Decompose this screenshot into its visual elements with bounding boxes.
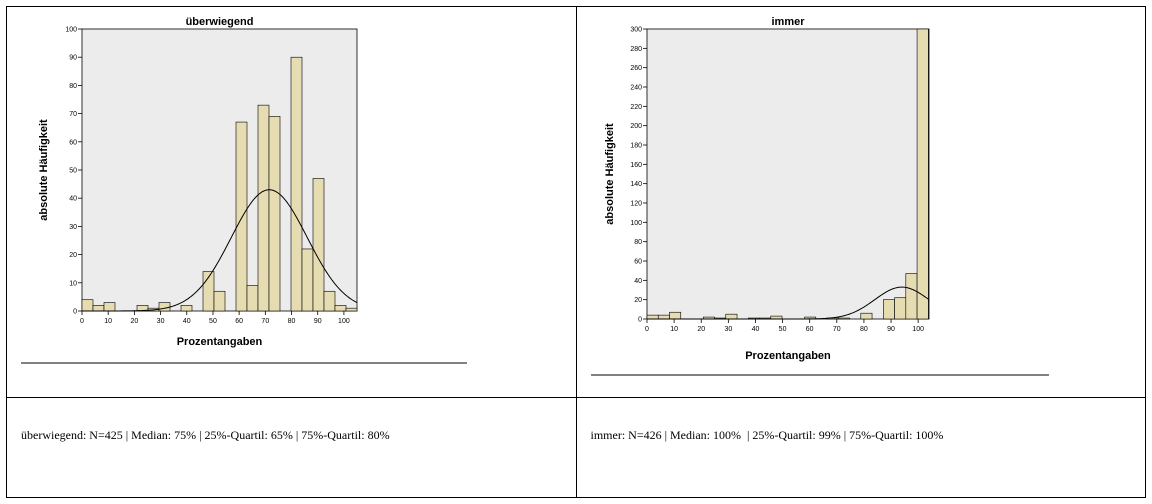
- histogram-bar: [103, 302, 116, 312]
- x-tick-label: 70: [832, 326, 840, 333]
- y-tick-label: 20: [634, 297, 642, 304]
- y-tick-label: 60: [634, 259, 642, 266]
- histogram-bar: [916, 28, 929, 320]
- y-tick-label: 20: [69, 252, 77, 259]
- caption-right: immer: N=426 | Median: 100% | 25%-Quarti…: [590, 427, 944, 442]
- y-tick-label: 140: [630, 181, 642, 188]
- x-tick-label: 0: [645, 326, 649, 333]
- x-tick-label: 100: [338, 318, 350, 325]
- histogram-bar: [92, 305, 105, 312]
- x-tick-label: 10: [670, 326, 678, 333]
- histogram-bar: [180, 305, 193, 312]
- y-tick-label: 40: [69, 196, 77, 203]
- x-tick-label: 0: [80, 318, 84, 325]
- histogram-bar: [345, 307, 358, 312]
- histogram-bar: [268, 116, 281, 312]
- y-axis-label: absolute Häufigkeit: [604, 123, 616, 225]
- chart-cell-right: immer 0 20 40 60 80 100 120 140 160 180 200 220 240 26…: [575, 6, 1146, 398]
- x-tick-label: 30: [724, 326, 732, 333]
- y-tick-label: 100: [65, 27, 77, 34]
- histogram-immer: immer02040608010012014016018020022024026…: [590, 16, 1049, 376]
- y-tick-label: 100: [630, 220, 642, 227]
- y-tick-label: 0: [638, 317, 642, 324]
- histogram-bar: [301, 248, 314, 312]
- chart-title: immer: [771, 16, 805, 28]
- histogram-bar: [334, 305, 347, 312]
- y-tick-label: 90: [69, 55, 77, 62]
- x-tick-label: 30: [157, 318, 165, 325]
- chart-cell-left: überwiegend 0 10 20 30 40 50 60 70 80 90 100 0 10 20 30…: [6, 6, 577, 398]
- y-tick-label: 0: [73, 309, 77, 316]
- y-tick-label: 80: [69, 83, 77, 90]
- chart-title: überwiegend: [186, 16, 254, 28]
- x-tick-label: 50: [209, 318, 217, 325]
- y-tick-label: 70: [69, 111, 77, 118]
- histogram-bar: [668, 311, 681, 320]
- histogram-bar: [905, 273, 917, 320]
- histogram-bar: [323, 290, 336, 312]
- histogram-bar: [882, 299, 895, 320]
- plot-area: [646, 28, 929, 320]
- y-tick-label: 240: [630, 85, 642, 92]
- y-tick-label: 50: [69, 168, 77, 175]
- normal-curve: [646, 286, 929, 320]
- x-tick-label: 90: [887, 326, 895, 333]
- y-tick-label: 260: [630, 65, 642, 72]
- x-tick-label: 40: [751, 326, 759, 333]
- histogram-bar: [657, 314, 670, 320]
- x-tick-label: 10: [104, 318, 112, 325]
- x-tick-label: 20: [130, 318, 138, 325]
- y-tick-label: 180: [630, 143, 642, 150]
- y-tick-label: 10: [69, 280, 77, 287]
- histogram-bar: [246, 285, 259, 312]
- x-tick-label: 60: [805, 326, 813, 333]
- layout-table: überwiegend 0 10 20 30 40 50 60 70 80 90 100 0 10 20 30…: [6, 6, 1146, 499]
- histogram-bar: [646, 314, 659, 320]
- histogram-bar: [893, 297, 906, 320]
- y-tick-label: 80: [634, 239, 642, 246]
- x-tick-label: 70: [261, 318, 269, 325]
- histogram-bar: [312, 178, 325, 312]
- histogram-bar: [235, 121, 248, 312]
- histogram-bar: [860, 312, 872, 320]
- histogram-bar: [290, 56, 303, 312]
- x-axis-label: Prozentangaben: [177, 336, 263, 348]
- caption-cell-right: immer: N=426 | Median: 100% | 25%-Quarti…: [575, 396, 1146, 499]
- histogram-bar: [257, 104, 270, 312]
- histogram-bar: [81, 299, 94, 312]
- y-tick-label: 40: [634, 278, 642, 285]
- x-tick-label: 50: [778, 326, 786, 333]
- y-tick-label: 300: [630, 27, 642, 34]
- histogram-ueberwiegend: überwiegend 0 10 20 30 40 50 60 70 80 90 100 0 10 20 30…: [21, 16, 467, 364]
- histogram-bar: [158, 302, 171, 312]
- y-tick-label: 120: [630, 201, 642, 208]
- x-axis-label: Prozentangaben: [745, 350, 831, 362]
- caption-cell-left: überwiegend: N=425 | Median: 75% | 25%-Q…: [6, 396, 577, 499]
- x-tick-label: 100: [912, 326, 924, 333]
- normal-curve: [82, 189, 358, 312]
- x-tick-label: 60: [235, 318, 243, 325]
- histogram-bar: [837, 317, 850, 320]
- y-tick-label: 200: [630, 123, 642, 130]
- y-tick-label: 30: [69, 224, 77, 231]
- y-tick-label: 220: [630, 104, 642, 111]
- x-tick-label: 40: [183, 318, 191, 325]
- x-tick-label: 20: [697, 326, 705, 333]
- histogram-bar: [724, 313, 737, 320]
- caption-left: überwiegend: N=425 | Median: 75% | 25%-Q…: [21, 427, 390, 442]
- histogram-bar: [213, 290, 226, 312]
- x-tick-label: 80: [860, 326, 868, 333]
- y-tick-label: 160: [630, 162, 642, 169]
- y-tick-label: 280: [630, 46, 642, 53]
- x-tick-label: 80: [288, 318, 296, 325]
- y-tick-label: 60: [69, 139, 77, 146]
- x-tick-label: 90: [314, 318, 322, 325]
- y-axis-label: absolute Häufigkeit: [38, 119, 50, 221]
